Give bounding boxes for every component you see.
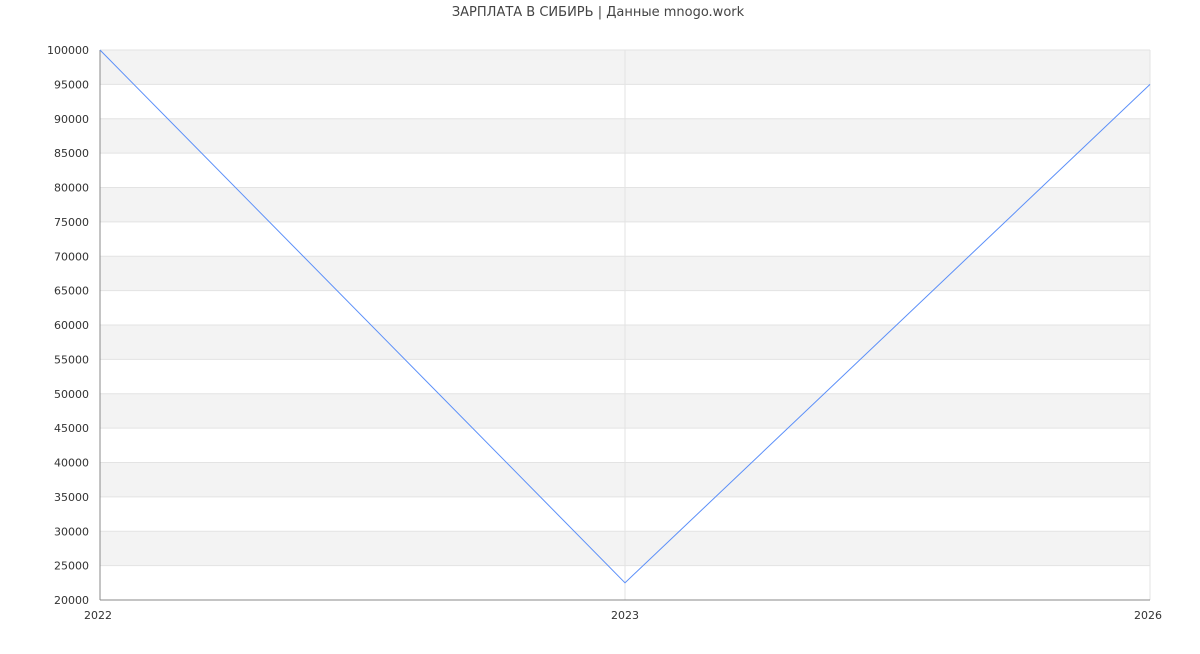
x-tick-label: 2023: [611, 609, 639, 622]
y-tick-label: 50000: [54, 388, 89, 401]
y-tick-label: 95000: [54, 78, 89, 91]
y-tick-label: 20000: [54, 594, 89, 607]
y-tick-label: 55000: [54, 353, 89, 366]
y-tick-label: 80000: [54, 182, 89, 195]
x-tick-label: 2022: [84, 609, 112, 622]
y-tick-label: 85000: [54, 147, 89, 160]
y-tick-label: 75000: [54, 216, 89, 229]
y-tick-label: 60000: [54, 319, 89, 332]
y-tick-label: 70000: [54, 250, 89, 263]
x-tick-label: 2026: [1134, 609, 1162, 622]
y-tick-label: 90000: [54, 113, 89, 126]
y-tick-label: 65000: [54, 285, 89, 298]
y-tick-label: 25000: [54, 560, 89, 573]
chart-title: ЗАРПЛАТА В СИБИРЬ | Данные mnogo.work: [452, 5, 745, 20]
y-tick-label: 30000: [54, 525, 89, 538]
y-tick-label: 35000: [54, 491, 89, 504]
y-tick-label: 40000: [54, 457, 89, 470]
y-tick-label: 45000: [54, 422, 89, 435]
y-tick-label: 100000: [47, 44, 89, 57]
